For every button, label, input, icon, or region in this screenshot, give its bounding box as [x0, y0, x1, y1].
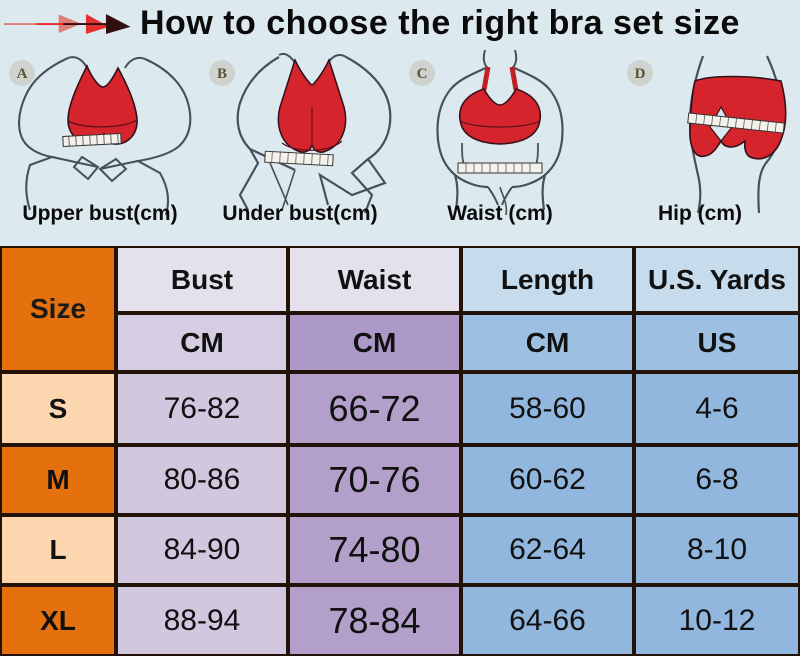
svg-text:D: D	[635, 66, 646, 82]
svg-text:C: C	[417, 66, 428, 82]
svg-text:A: A	[17, 66, 28, 82]
svg-text:B: B	[217, 66, 227, 82]
